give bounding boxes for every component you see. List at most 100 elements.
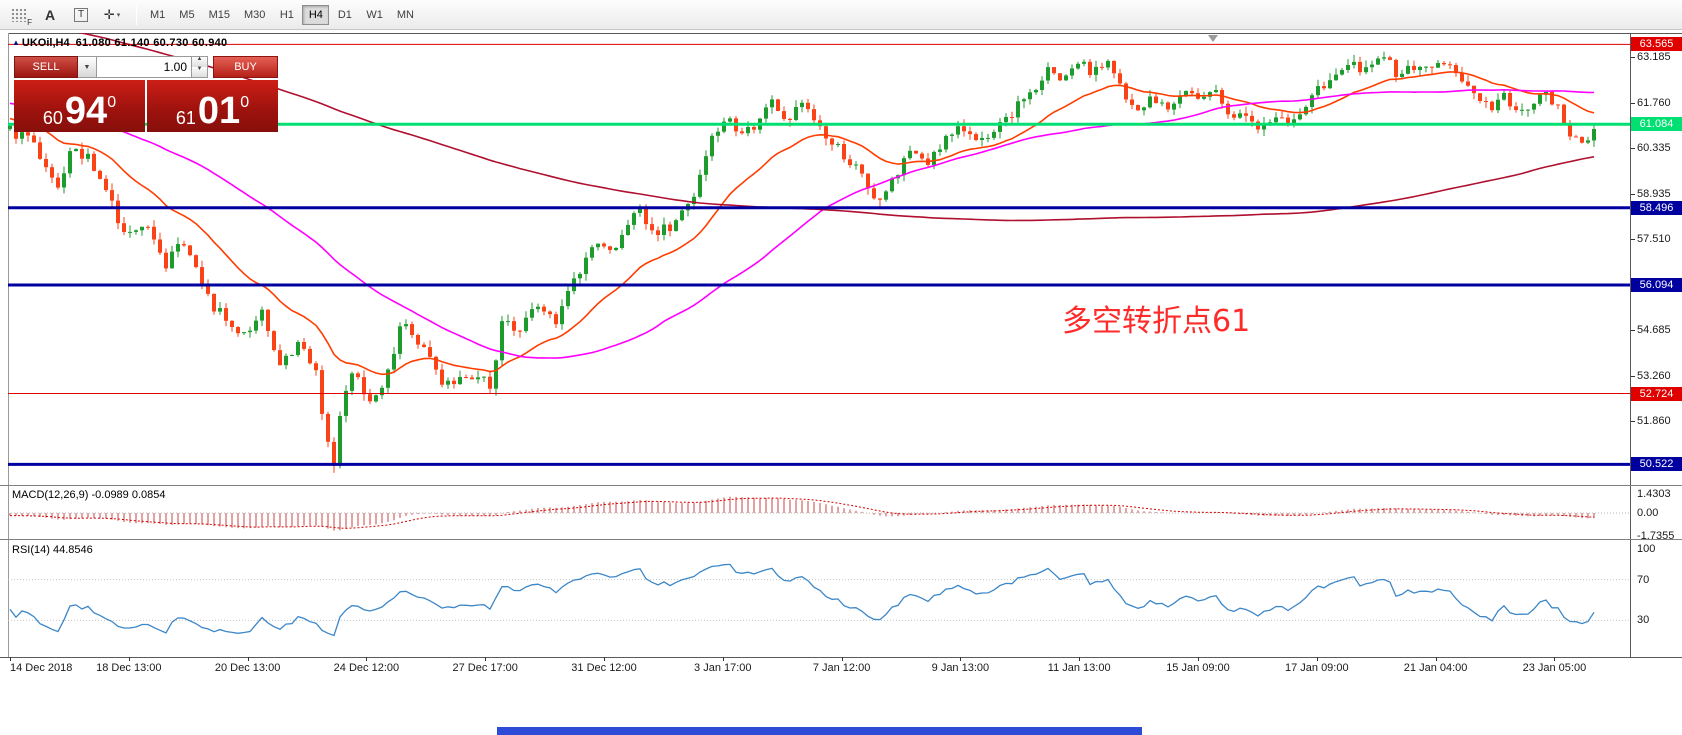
chart-title: ▲ UKOil,H4 61.080 61.140 60.730 60.940 (12, 37, 227, 49)
time-axis-label: 24 Dec 12:00 (333, 662, 400, 674)
rsi-scale-label: 30 (1637, 614, 1650, 627)
time-tick-mark (128, 657, 130, 661)
buy-price-head: 61 (175, 108, 196, 128)
text-label-icon: T (73, 7, 89, 22)
chart-grid-button[interactable]: F (5, 3, 33, 27)
price-tick-label: 53.260 (1637, 370, 1671, 383)
volume-input[interactable] (97, 56, 192, 78)
time-tick-mark (1079, 657, 1081, 661)
main-chart-canvas[interactable] (8, 33, 1630, 483)
timeframe-button-m30[interactable]: M30 (238, 5, 271, 25)
macd-name: MACD(12,26,9) (12, 489, 89, 501)
time-axis-label: 18 Dec 13:00 (96, 662, 162, 674)
price-tick-mark (1631, 102, 1635, 104)
timeframe-button-h4[interactable]: H4 (302, 4, 330, 25)
price-tick-label: 60.335 (1637, 142, 1671, 155)
price-tick-mark (1631, 239, 1635, 241)
macd-scale-label: 1.4303 (1637, 488, 1671, 501)
timeframe-button-m5[interactable]: M5 (173, 5, 200, 25)
sell-price-panel[interactable]: 60 94 0 (14, 80, 145, 132)
sell-button[interactable]: SELL (14, 56, 78, 78)
time-axis-label: 14 Dec 2018 (10, 662, 73, 674)
time-axis-label: 27 Dec 17:00 (452, 662, 518, 674)
bottom-blue-strip (497, 727, 1142, 735)
trade-controls-row: SELL ▼ ▲ ▼ BUY (14, 56, 278, 78)
timeframe-button-w1[interactable]: W1 (360, 5, 389, 25)
price-level-badge: 52.724 (1631, 386, 1682, 401)
macd-splitter[interactable] (0, 485, 1682, 486)
price-tick-mark (1631, 330, 1635, 332)
toolbar-separator (136, 4, 137, 25)
rsi-splitter[interactable] (0, 539, 1682, 540)
time-axis-label: 11 Jan 13:00 (1047, 662, 1111, 674)
time-axis: 14 Dec 2018 18 Dec 13:00 20 Dec 13:00 24 De… (0, 657, 1682, 679)
macd-scale-label: 0.00 (1637, 507, 1659, 519)
shift-marker-icon (1208, 35, 1218, 42)
buy-button[interactable]: BUY (213, 56, 278, 78)
top-toolbar: F A T ✛ ▾ M1 M5 M15 M30 H1 H4 D1 W1 MN (0, 0, 1682, 30)
symbol-period-label: UKOil,H4 (21, 37, 70, 49)
rsi-scale-label: 70 (1637, 573, 1650, 586)
crosshair-icon: ✛ (103, 6, 115, 22)
volume-dropdown-button[interactable]: ▼ (78, 56, 97, 78)
sell-price-sup: 0 (107, 94, 117, 111)
rsi-panel-canvas[interactable] (8, 541, 1630, 657)
rsi-label: RSI(14) 44.8546 (12, 544, 93, 556)
time-axis-label: 15 Jan 09:00 (1166, 662, 1230, 674)
text-label-tool-button[interactable]: T (67, 3, 95, 27)
chart-annotation-text: 多空转折点61 (1062, 304, 1251, 339)
rsi-line (9, 563, 1595, 637)
buy-price-sup: 0 (240, 94, 250, 111)
time-axis-label: 7 Jan 12:00 (812, 662, 871, 674)
macd-panel-canvas[interactable] (8, 487, 1630, 537)
sell-price-head: 60 (42, 108, 63, 128)
rsi-name: RSI(14) (12, 544, 50, 556)
price-scale: 63.185 61.760 60.335 58.935 57.510 54.685 53.2… (1631, 0, 1682, 735)
price-level-badge: 58.496 (1631, 200, 1682, 215)
timeframe-button-d1[interactable]: D1 (331, 5, 358, 25)
macd-values: -0.0989 0.0854 (91, 489, 166, 501)
spinner-up-icon[interactable]: ▲ (192, 56, 207, 67)
trade-price-row: 60 94 0 61 01 0 (14, 80, 278, 132)
price-level-badge: 63.565 (1631, 37, 1682, 52)
time-axis-label: 17 Jan 09:00 (1284, 662, 1349, 674)
dots-grid-icon: F (11, 7, 32, 27)
time-tick-mark (1316, 657, 1318, 661)
chart-left-border (8, 33, 9, 657)
crosshair-tool-button[interactable]: ✛ ▾ (98, 3, 126, 27)
buy-price-panel[interactable]: 61 01 0 (147, 80, 278, 132)
time-tick-mark (1554, 657, 1556, 661)
time-axis-label: 23 Jan 05:00 (1522, 662, 1587, 674)
macd-scale-label: -1.7355 (1637, 529, 1675, 542)
medium-ma-line (9, 88, 1595, 359)
timeframe-button-mn[interactable]: MN (391, 5, 420, 25)
timeframe-button-m15[interactable]: M15 (203, 5, 236, 25)
time-tick-mark (960, 657, 962, 661)
price-tick-label: 58.935 (1637, 187, 1671, 200)
rsi-value: 44.8546 (52, 544, 93, 556)
volume-spinner[interactable]: ▲ ▼ (192, 56, 208, 78)
price-scale-divider (1630, 33, 1631, 657)
chart-top-border (8, 33, 1682, 34)
timeframe-button-h1[interactable]: H1 (273, 5, 300, 25)
price-tick-label: 61.760 (1637, 96, 1671, 109)
time-tick-mark (366, 657, 368, 661)
timeframe-button-m1[interactable]: M1 (144, 5, 171, 25)
price-tick-mark (1631, 56, 1635, 58)
time-tick-mark (247, 657, 249, 661)
price-tick-label: 51.860 (1637, 415, 1671, 428)
price-level-badge: 50.522 (1631, 457, 1682, 472)
time-tick-mark (10, 657, 11, 661)
time-tick-mark (841, 657, 843, 661)
time-tick-mark (485, 657, 487, 661)
buy-price-big: 01 (197, 89, 241, 132)
spinner-down-icon[interactable]: ▼ (192, 66, 207, 77)
timeframe-toolbar: M1 M5 M15 M30 H1 H4 D1 W1 MN (144, 4, 422, 25)
fast-ma-line (9, 71, 1595, 376)
sell-price-big: 94 (64, 89, 108, 132)
time-axis-label: 31 Dec 12:00 (571, 662, 637, 674)
one-click-trading-panel: SELL ▼ ▲ ▼ BUY 60 94 0 61 01 0 (14, 56, 278, 132)
font-tool-button[interactable]: A (36, 3, 64, 27)
time-tick-mark (1198, 657, 1199, 661)
